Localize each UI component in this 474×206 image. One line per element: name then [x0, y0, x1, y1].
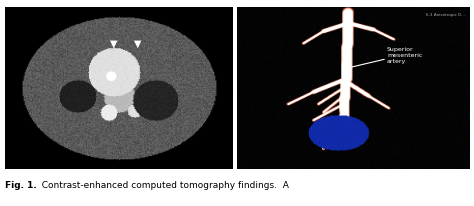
Text: Contrast-enhanced computed tomography findings.  A: Contrast-enhanced computed tomography fi…: [36, 180, 288, 189]
Text: ▼: ▼: [134, 39, 141, 49]
Text: 6.3 Anisotropic D...: 6.3 Anisotropic D...: [426, 13, 465, 17]
Text: Fig. 1.: Fig. 1.: [5, 180, 36, 189]
Text: ▼: ▼: [110, 39, 118, 49]
Text: Superior
mesenteric
artery: Superior mesenteric artery: [349, 47, 422, 68]
